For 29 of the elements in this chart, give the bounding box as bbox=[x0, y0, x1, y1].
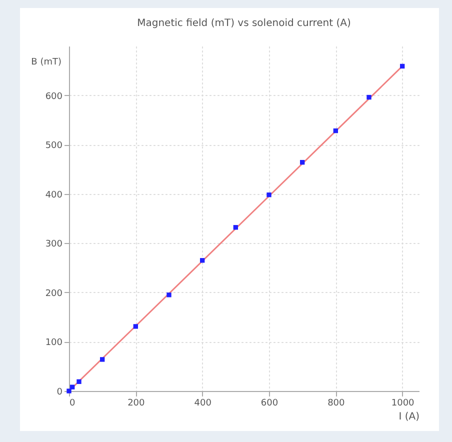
point bbox=[133, 324, 138, 329]
point bbox=[76, 379, 82, 384]
x-tick-label: 600 bbox=[260, 398, 278, 408]
chart-title: Magnetic field (mT) vs solenoid current (A) bbox=[137, 18, 351, 29]
y-tick-label: 500 bbox=[45, 141, 63, 152]
y-tick-label: 200 bbox=[45, 288, 63, 299]
point bbox=[366, 94, 372, 100]
x-tick-label: 200 bbox=[128, 398, 146, 408]
point bbox=[400, 64, 405, 69]
x-tick-label: 400 bbox=[194, 398, 212, 408]
y-tick-label: 400 bbox=[45, 190, 63, 200]
x-tick-label: 1000 bbox=[391, 398, 415, 408]
y-axis-title: B (mT) bbox=[31, 58, 62, 68]
point bbox=[333, 128, 338, 134]
point bbox=[300, 160, 305, 165]
point bbox=[70, 384, 75, 390]
point bbox=[66, 388, 72, 394]
y-tick-label: 0 bbox=[56, 388, 63, 398]
y-tick-label: 100 bbox=[45, 338, 63, 348]
point bbox=[200, 258, 205, 263]
x-tick-label: 0 bbox=[70, 398, 76, 408]
y-tick-label: 600 bbox=[45, 92, 63, 102]
point bbox=[100, 357, 105, 362]
y-tick-label: 300 bbox=[45, 240, 63, 250]
point bbox=[166, 292, 172, 298]
x-tick-label: 800 bbox=[328, 398, 346, 408]
point bbox=[233, 225, 238, 230]
x-axis-title: I (A) bbox=[398, 412, 420, 422]
point bbox=[266, 192, 272, 198]
